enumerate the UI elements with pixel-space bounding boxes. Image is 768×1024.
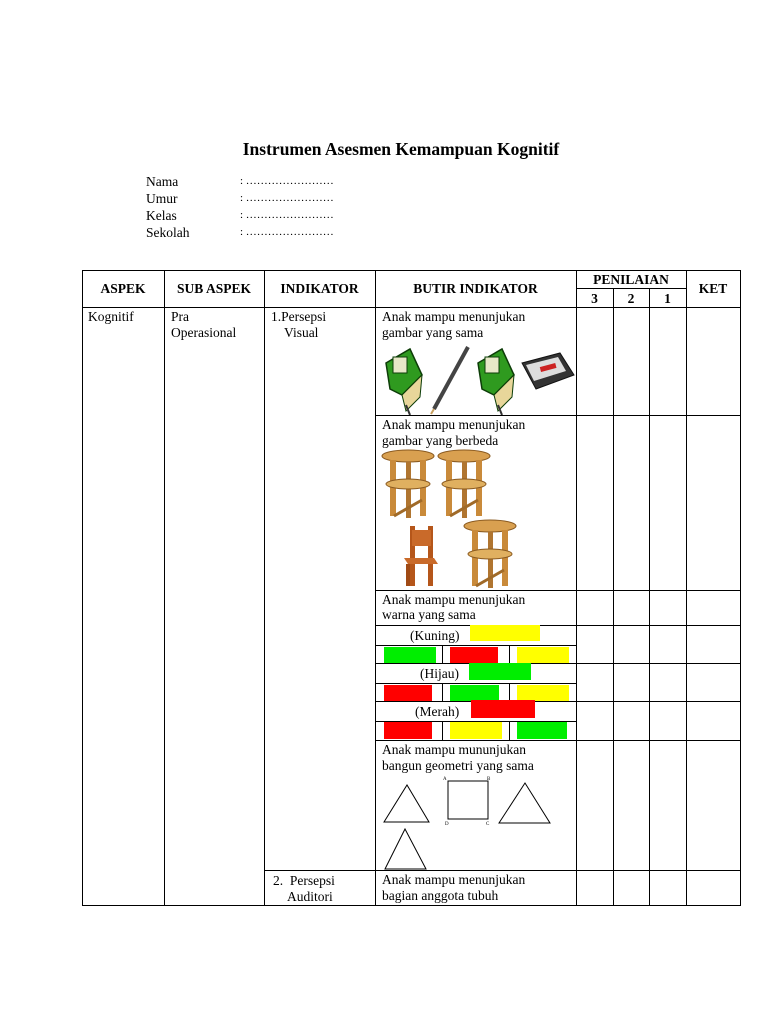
option-swatch[interactable] (384, 647, 436, 663)
field-value: : …………………… (240, 175, 334, 187)
header-score-3: 3 (591, 291, 598, 306)
butir-line: Anak mampu menunjukan (382, 309, 526, 324)
target-swatch (469, 663, 531, 680)
butir-line: Anak mampu menunjukan (382, 417, 526, 432)
table-icon (462, 518, 518, 590)
header-penilaian: PENILAIAN (593, 272, 669, 287)
indikator-line: Visual (284, 325, 319, 340)
header-score-1: 1 (664, 291, 671, 306)
field-label: Nama (146, 174, 179, 189)
header-score-2: 2 (627, 291, 635, 306)
option-swatch[interactable] (517, 647, 569, 663)
butir-line: bagian anggota tubuh (382, 888, 499, 903)
butir-line: gambar yang sama (382, 325, 484, 340)
option-swatch[interactable] (450, 647, 498, 663)
table-icon (380, 448, 436, 520)
butir-line: bangun geometri yang sama (382, 758, 534, 773)
butir-line: warna yang sama (382, 607, 476, 622)
triangle-icon (498, 782, 551, 824)
chair-icon (404, 526, 438, 586)
field-label: Kelas (146, 208, 177, 223)
geometry-set: A B C D (383, 777, 551, 870)
butir-line: Anak mampu menunjukan (382, 592, 526, 607)
sharpener-icon (477, 347, 515, 415)
same-picture-set (385, 346, 575, 415)
triangle-icon (383, 784, 430, 823)
option-swatch[interactable] (384, 722, 432, 739)
target-swatch (471, 700, 535, 718)
field-label: Umur (146, 191, 178, 206)
sub-aspek-line: Operasional (171, 325, 237, 340)
field-value: : …………………… (240, 209, 334, 221)
target-swatch (470, 625, 540, 641)
option-swatch[interactable] (384, 685, 432, 701)
triangle-icon (384, 827, 427, 870)
aspek-cell: Kognitif (88, 309, 134, 324)
square-label: B (487, 777, 491, 782)
square-label: C (486, 822, 490, 827)
header-butir: BUTIR INDIKATOR (413, 281, 538, 296)
color-label-hijau: (Hijau) (420, 666, 459, 681)
square-label: D (445, 822, 449, 827)
different-picture-set (380, 448, 518, 590)
sub-aspek-line: Pra (171, 309, 189, 324)
field-value: : …………………… (240, 226, 334, 238)
table-icon (436, 448, 492, 520)
option-swatch[interactable] (517, 722, 567, 739)
option-swatch[interactable] (450, 685, 499, 701)
indikator-line: Auditori (287, 889, 333, 904)
square-label: A (443, 777, 447, 782)
sharpener-icon (385, 347, 423, 415)
indikator-line: 2. Persepsi (273, 873, 335, 888)
square-icon (447, 780, 489, 820)
butir-line: gambar yang berbeda (382, 433, 499, 448)
color-label-kuning: (Kuning) (410, 628, 460, 643)
butir-line: Anak mampu mununjukan (382, 742, 526, 757)
header-sub-aspek: SUB ASPEK (177, 281, 251, 296)
indikator-line: 1.Persepsi (271, 309, 327, 324)
header-indikator: INDIKATOR (280, 281, 359, 296)
color-label-merah: (Merah) (415, 704, 460, 719)
option-swatch[interactable] (517, 685, 569, 701)
document-title: Instrumen Asesmen Kemampuan Kognitif (242, 139, 560, 159)
eraser-icon (521, 352, 575, 390)
option-swatch[interactable] (450, 722, 502, 739)
field-value: : …………………… (240, 192, 334, 204)
butir-line: Anak mampu menunjukan (382, 872, 526, 887)
field-label: Sekolah (146, 225, 190, 240)
pencil-icon (430, 346, 470, 415)
header-ket: KET (698, 281, 728, 296)
header-aspek: ASPEK (100, 281, 146, 296)
